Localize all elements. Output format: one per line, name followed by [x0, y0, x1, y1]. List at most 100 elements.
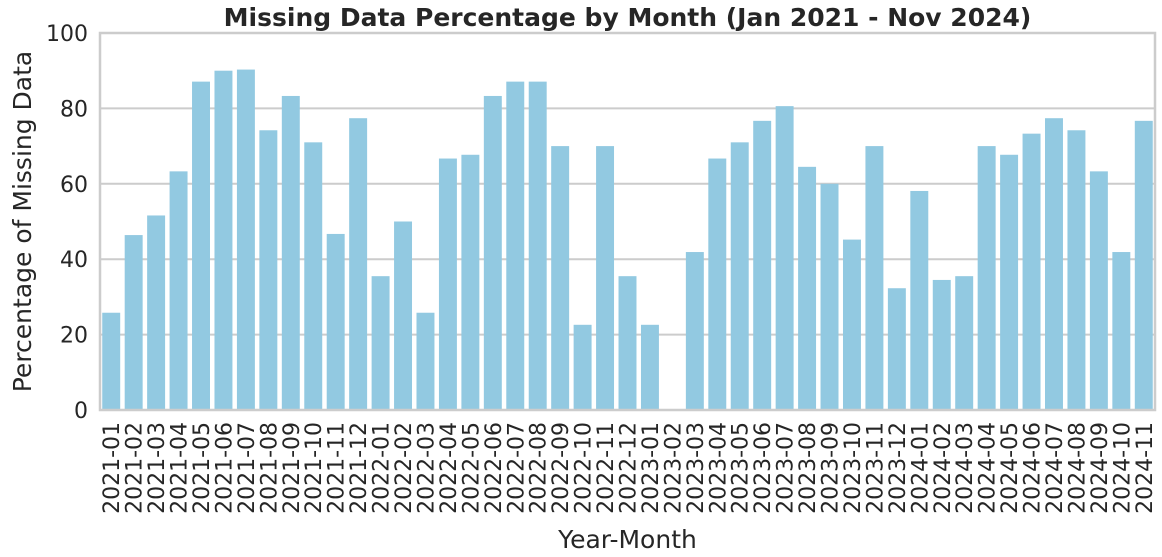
bar-2022-02	[394, 221, 413, 410]
x-tick-label: 2024-01	[908, 422, 933, 514]
x-tick-label: 2024-06	[1021, 422, 1046, 514]
x-tick-label: 2024-07	[1043, 422, 1068, 514]
bars	[102, 69, 1153, 411]
x-tick-label: 2021-10	[302, 422, 327, 514]
x-axis-label: Year-Month	[557, 525, 697, 554]
bar-2023-12	[887, 288, 906, 410]
x-tick-label: 2021-08	[257, 422, 282, 514]
bar-2023-06	[753, 120, 772, 410]
bar-2021-05	[192, 81, 210, 411]
bar-2024-03	[955, 276, 974, 410]
x-tick-label: 2023-11	[863, 422, 888, 514]
bar-2021-04	[169, 171, 188, 410]
x-tick-label: 2024-03	[953, 422, 978, 514]
x-tick-label: 2022-08	[527, 422, 552, 514]
bar-2023-05	[730, 142, 749, 410]
x-tick-label: 2022-09	[549, 422, 574, 514]
x-tick-label: 2024-04	[976, 422, 1001, 514]
x-tick-label: 2021-02	[123, 422, 148, 514]
x-tick-label: 2023-01	[639, 422, 664, 514]
x-tick-label: 2024-05	[998, 422, 1023, 514]
x-tick-label: 2021-11	[325, 422, 350, 514]
bar-2022-08	[528, 81, 547, 411]
bar-2024-09	[1089, 171, 1108, 410]
y-tick-label: 20	[60, 324, 88, 349]
bar-2022-03	[416, 312, 435, 410]
bar-2023-11	[865, 146, 884, 410]
x-tick-label: 2021-04	[168, 422, 193, 514]
bar-2022-05	[461, 154, 480, 410]
x-tick-label: 2021-05	[190, 422, 215, 514]
bar-2024-01	[910, 190, 929, 410]
y-tick-label: 40	[60, 248, 88, 273]
bar-2021-11	[326, 233, 345, 410]
x-tick-label: 2023-06	[751, 422, 776, 514]
x-tick-label: 2023-07	[774, 422, 799, 514]
bar-2021-12	[349, 118, 368, 411]
bar-2022-09	[551, 146, 570, 410]
bar-2021-08	[259, 130, 278, 411]
x-tick-label: 2022-11	[594, 422, 619, 514]
x-tick-label: 2023-04	[706, 422, 731, 514]
y-axis-label: Percentage of Missing Data	[8, 51, 37, 393]
bar-2024-07	[1045, 118, 1063, 411]
x-tick-label: 2022-02	[392, 422, 417, 514]
x-tick-label: 2023-09	[819, 422, 844, 514]
x-tick-label: 2022-04	[437, 422, 462, 514]
bar-2021-06	[214, 70, 233, 410]
x-tick-label: 2024-02	[931, 422, 956, 514]
bar-2024-06	[1022, 133, 1041, 410]
bar-2022-01	[371, 276, 390, 410]
bar-2024-11	[1134, 120, 1153, 410]
x-tick-label: 2022-01	[370, 422, 395, 514]
x-tick-label: 2021-07	[235, 422, 260, 514]
bar-2024-10	[1112, 252, 1131, 410]
y-tick-label: 80	[60, 97, 88, 122]
bar-2023-09	[820, 183, 839, 410]
x-tick-label: 2024-11	[1133, 422, 1158, 514]
bar-2023-04	[708, 158, 727, 410]
y-tick-label: 100	[46, 22, 88, 47]
x-tick-label: 2022-12	[617, 422, 642, 514]
bar-2024-02	[932, 279, 951, 410]
bar-2022-10	[573, 324, 592, 410]
x-tick-label: 2024-08	[1065, 422, 1090, 514]
x-tick-label: 2021-09	[280, 422, 305, 514]
plot-frame	[98, 31, 1157, 412]
bar-2023-03	[685, 252, 704, 410]
x-tick-label: 2022-05	[459, 422, 484, 514]
bar-2023-10	[842, 239, 861, 410]
bar-2021-03	[147, 215, 166, 410]
y-tick-label: 0	[74, 399, 88, 424]
x-tick-label: 2021-03	[145, 422, 170, 514]
y-tick-label: 60	[60, 173, 88, 198]
bar-2021-02	[124, 235, 143, 410]
x-tick-label: 2024-09	[1088, 422, 1113, 514]
bar-2023-07	[775, 106, 794, 410]
bar-2021-09	[281, 95, 300, 411]
x-tick-label: 2024-10	[1110, 422, 1135, 514]
bar-2022-04	[438, 158, 457, 410]
chart-title: Missing Data Percentage by Month (Jan 20…	[224, 3, 1032, 32]
bar-2024-04	[977, 146, 996, 410]
bar-2021-01	[102, 312, 121, 410]
bar-2021-10	[304, 142, 323, 410]
x-tick-label: 2023-02	[661, 422, 686, 514]
bar-2021-07	[236, 69, 255, 410]
x-tick-label: 2023-05	[729, 422, 754, 514]
y-tick-labels: 0 20 40 60 80 100	[46, 22, 88, 424]
bar-2024-05	[1000, 154, 1019, 410]
x-tick-labels: 2021-012021-022021-032021-042021-052021-…	[100, 422, 1158, 514]
x-tick-label: 2021-06	[212, 422, 237, 514]
x-tick-label: 2022-06	[482, 422, 507, 514]
x-tick-label: 2023-08	[796, 422, 821, 514]
x-tick-label: 2022-07	[504, 422, 529, 514]
bar-2023-01	[640, 324, 659, 410]
bar-2022-12	[618, 276, 637, 410]
x-tick-label: 2022-10	[572, 422, 597, 514]
x-tick-label: 2023-12	[886, 422, 911, 514]
x-tick-label: 2022-03	[414, 422, 439, 514]
bar-2024-08	[1067, 130, 1086, 411]
bar-2023-08	[798, 166, 817, 410]
